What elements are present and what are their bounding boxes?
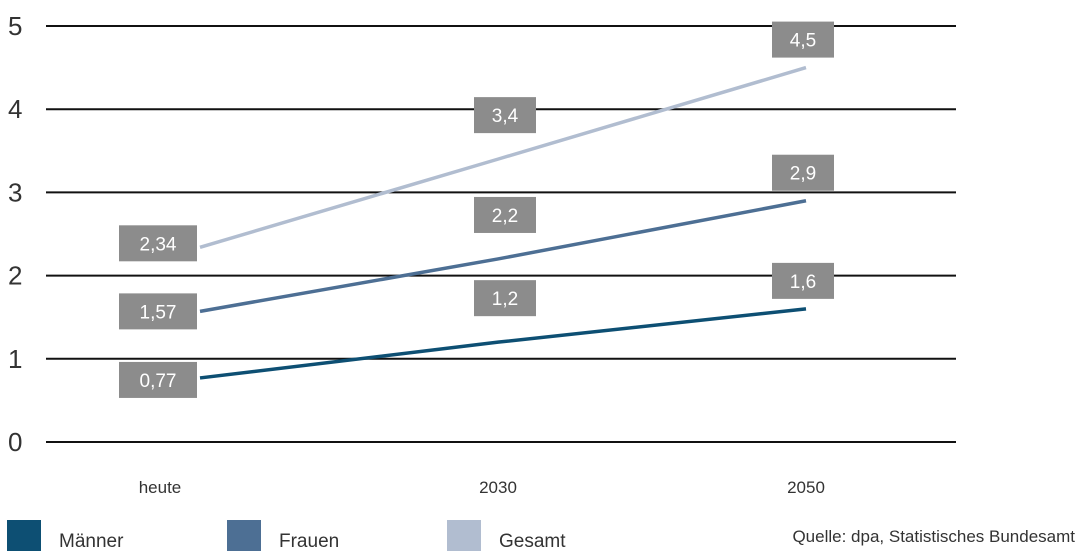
y-tick-label: 1 xyxy=(8,344,22,374)
series-lines xyxy=(199,65,807,380)
x-tick-label: heute xyxy=(139,478,182,497)
data-label-box xyxy=(772,262,834,299)
data-label: 1,6 xyxy=(790,272,816,293)
x-tick-label: 2050 xyxy=(787,478,825,497)
data-labels: 0,77 1,2 1,6 1,57 2,2 2,9 2,34 3,4 4,5 xyxy=(119,21,834,398)
y-tick-label: 4 xyxy=(8,94,22,124)
y-tick-label: 2 xyxy=(8,261,22,291)
data-label: 4,5 xyxy=(790,31,816,52)
series-line-1 xyxy=(199,199,807,314)
data-label-box xyxy=(474,280,536,317)
legend-label-frauen: Frauen xyxy=(279,530,340,552)
data-label-box xyxy=(119,293,197,330)
source-note: Quelle: dpa, Statistisches Bundesamt xyxy=(792,527,1075,546)
data-label: 1,2 xyxy=(492,289,518,310)
series-line-0 xyxy=(199,307,807,380)
data-label-box xyxy=(119,361,197,398)
legend-item-frauen: Frauen xyxy=(227,520,340,552)
data-label: 2,9 xyxy=(790,164,816,185)
legend-swatch-gesamt xyxy=(447,520,481,551)
data-label: 1,57 xyxy=(140,302,177,323)
legend: Männer Frauen Gesamt xyxy=(0,520,1083,552)
data-label: 3,4 xyxy=(492,106,519,127)
legend-item-gesamt: Gesamt xyxy=(447,520,566,552)
data-label-box xyxy=(772,154,834,191)
legend-label-maenner: Männer xyxy=(59,530,124,552)
y-axis-ticks: 0 1 2 3 4 5 xyxy=(8,11,22,457)
series-line-2 xyxy=(199,65,807,249)
data-label: 2,2 xyxy=(492,206,518,227)
legend-label-gesamt: Gesamt xyxy=(499,530,566,552)
data-label-box xyxy=(474,196,536,233)
data-label-box xyxy=(772,21,834,58)
legend-swatch-frauen xyxy=(227,520,261,551)
line-chart: 0 1 2 3 4 5 heute 2030 2050 0,77 1,2 1,6 1,57 2,2 2,… xyxy=(8,11,956,497)
data-label: 0,77 xyxy=(140,371,177,392)
y-tick-label: 0 xyxy=(8,427,22,457)
legend-item-maenner: Männer xyxy=(7,520,124,552)
data-label-box xyxy=(474,97,536,134)
x-axis-ticks: heute 2030 2050 xyxy=(139,478,825,497)
y-tick-label: 3 xyxy=(8,177,22,207)
data-label-box xyxy=(119,225,197,262)
y-tick-label: 5 xyxy=(8,11,22,41)
x-tick-label: 2030 xyxy=(479,478,517,497)
legend-swatch-maenner xyxy=(7,520,41,551)
data-label: 2,34 xyxy=(140,234,177,255)
